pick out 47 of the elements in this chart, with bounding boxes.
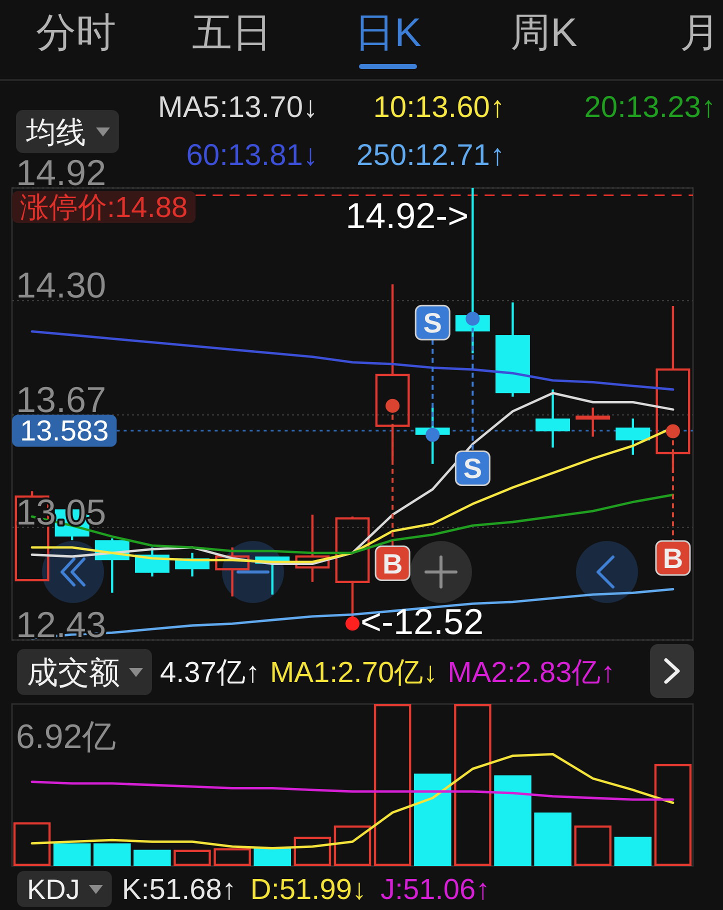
text: K:51.68↑: [122, 874, 236, 906]
dropdown-button: 均线: [16, 110, 119, 153]
bar: [374, 704, 412, 866]
trade-badge: B: [655, 540, 691, 576]
y-tick-label: 14.30: [16, 264, 106, 306]
annotation: 6.92亿: [16, 718, 116, 756]
text: 五日: [192, 11, 272, 55]
text: 月: [680, 11, 720, 55]
bar: [654, 764, 692, 866]
annotation: <-12.52: [360, 601, 484, 642]
dropdown-button: KDJ: [17, 871, 112, 907]
text: D:51.99↓: [250, 874, 366, 906]
bar: [454, 704, 492, 866]
annotation: 14.92->: [346, 195, 469, 236]
bar: [294, 836, 332, 866]
ref-line-label: 涨停价:14.88: [12, 191, 196, 224]
bar: [13, 822, 51, 866]
bar: [254, 848, 292, 866]
legend-title: 均线: [25, 116, 86, 150]
data-label: S: [423, 308, 442, 339]
bar: [334, 826, 372, 866]
text: 分时: [36, 11, 116, 55]
legend-title: 成交额: [27, 655, 120, 690]
bar: [53, 843, 91, 866]
trade-badge: S: [454, 450, 490, 486]
text: 周K: [510, 11, 578, 55]
y-tick-label: 12.43: [16, 604, 106, 645]
bar: [214, 848, 251, 866]
legend: MA1:2.70亿↓ MA2:2.83亿↑: [270, 657, 616, 689]
bar: [574, 826, 612, 866]
bar: [614, 836, 652, 866]
bar: [534, 812, 572, 866]
bar: [174, 850, 211, 866]
data-label: B: [662, 542, 684, 574]
trade-badge: S: [414, 304, 450, 340]
trade-badge: B: [374, 546, 410, 582]
data-label: B: [382, 548, 403, 580]
text: J:51.06↑: [380, 874, 490, 906]
dropdown-button: 成交额: [17, 649, 152, 695]
bar: [414, 774, 452, 866]
ref-line-label: 13.583: [12, 414, 117, 448]
bar: [494, 775, 532, 866]
text: 日K: [354, 11, 422, 55]
bar: [94, 843, 131, 866]
text: 4.37亿↑: [160, 657, 260, 689]
data-label: S: [463, 453, 482, 484]
bar: [134, 850, 171, 866]
